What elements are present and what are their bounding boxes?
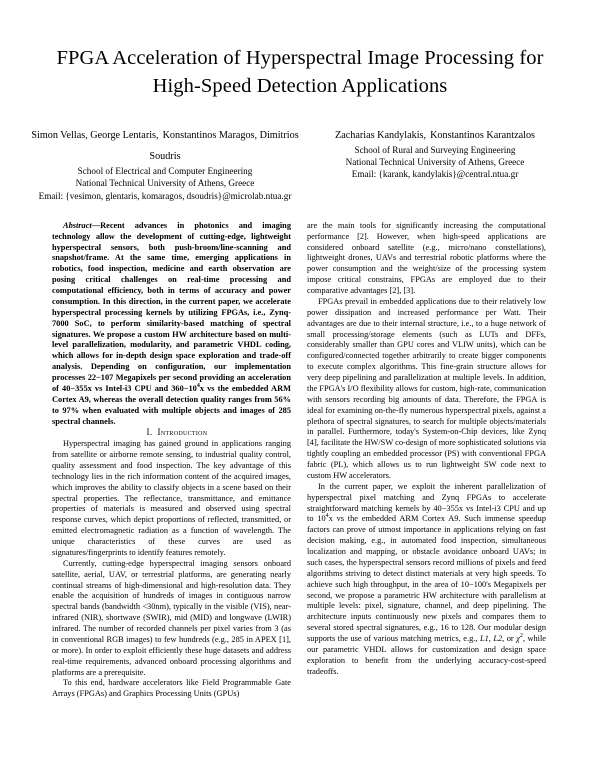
abstract-dash: — bbox=[91, 220, 101, 230]
section-heading-introduction: I. Introduction bbox=[52, 427, 291, 439]
paragraph-part3: , while our parametric VHDL allows for c… bbox=[307, 634, 546, 676]
body-columns: Abstract—Recent advances in photonics an… bbox=[0, 221, 600, 700]
section-title: Introduction bbox=[157, 427, 208, 438]
metric-chi: χ bbox=[516, 634, 520, 644]
metric-separator: , bbox=[488, 634, 494, 644]
author-group-left: Simon Vellas, George Lentaris, Konstanti… bbox=[30, 123, 300, 202]
metric-l2: L2 bbox=[493, 634, 503, 644]
abstract-label: Abstract bbox=[63, 220, 92, 230]
metric-chi-exponent: 2 bbox=[519, 633, 523, 640]
author-names-line2: Konstantinos Maragos, Dimitrios Soudris bbox=[149, 129, 299, 162]
author-university: National Technical University of Athens,… bbox=[75, 178, 255, 189]
paragraph-part1: In the current paper, we exploit the inh… bbox=[307, 481, 546, 524]
paragraph-part2: x vs the embedded ARM Cortex A9. Such im… bbox=[307, 514, 546, 644]
author-names-line1: Zacharias Kandylakis, bbox=[334, 129, 427, 141]
column-right: are the main tools for significantly inc… bbox=[307, 221, 546, 700]
title-block: FPGA Acceleration of Hyperspectral Image… bbox=[0, 0, 600, 101]
author-email: Email: {vesimon, glentaris, komaragos, d… bbox=[38, 190, 292, 201]
paragraph: To this end, hardware accelerators like … bbox=[52, 678, 291, 699]
paragraph: Hyperspectral imaging has gained ground … bbox=[52, 439, 291, 557]
metric-l1: L1 bbox=[479, 634, 489, 644]
abstract-text-tail: x vs the embedded ARM Cortex A9, whereas… bbox=[52, 383, 291, 426]
author-group-right: Zacharias Kandylakis, Konstantinos Karan… bbox=[300, 123, 570, 202]
author-school: School of Electrical and Computer Engine… bbox=[77, 166, 253, 177]
paragraph: Currently, cutting-edge hyperspectral im… bbox=[52, 558, 291, 677]
author-university: National Technical University of Athens,… bbox=[345, 157, 525, 168]
author-school: School of Rural and Surveying Engineerin… bbox=[354, 144, 516, 155]
author-block: Simon Vellas, George Lentaris, Konstanti… bbox=[0, 123, 600, 202]
paragraph-exponent: 4 bbox=[325, 513, 329, 520]
paragraph: FPGAs prevail in embedded applications d… bbox=[307, 296, 546, 480]
author-email: Email: {karank, kandylakis}@central.ntua… bbox=[351, 169, 519, 180]
column-left: Abstract—Recent advances in photonics an… bbox=[52, 221, 291, 700]
author-names-line2: Konstantinos Karantzalos bbox=[430, 129, 536, 141]
paragraph-final: In the current paper, we exploit the inh… bbox=[307, 482, 546, 678]
section-number: I. bbox=[146, 427, 153, 438]
author-names-line1: Simon Vellas, George Lentaris, bbox=[31, 129, 159, 141]
abstract-exponent: 4 bbox=[196, 383, 200, 390]
metric-separator: , or bbox=[502, 634, 517, 644]
abstract-paragraph: Abstract—Recent advances in photonics an… bbox=[52, 221, 291, 428]
page-title: FPGA Acceleration of Hyperspectral Image… bbox=[56, 47, 544, 98]
paragraph: are the main tools for significantly inc… bbox=[307, 220, 546, 296]
abstract-text: Recent advances in photonics and imaging… bbox=[52, 220, 291, 393]
